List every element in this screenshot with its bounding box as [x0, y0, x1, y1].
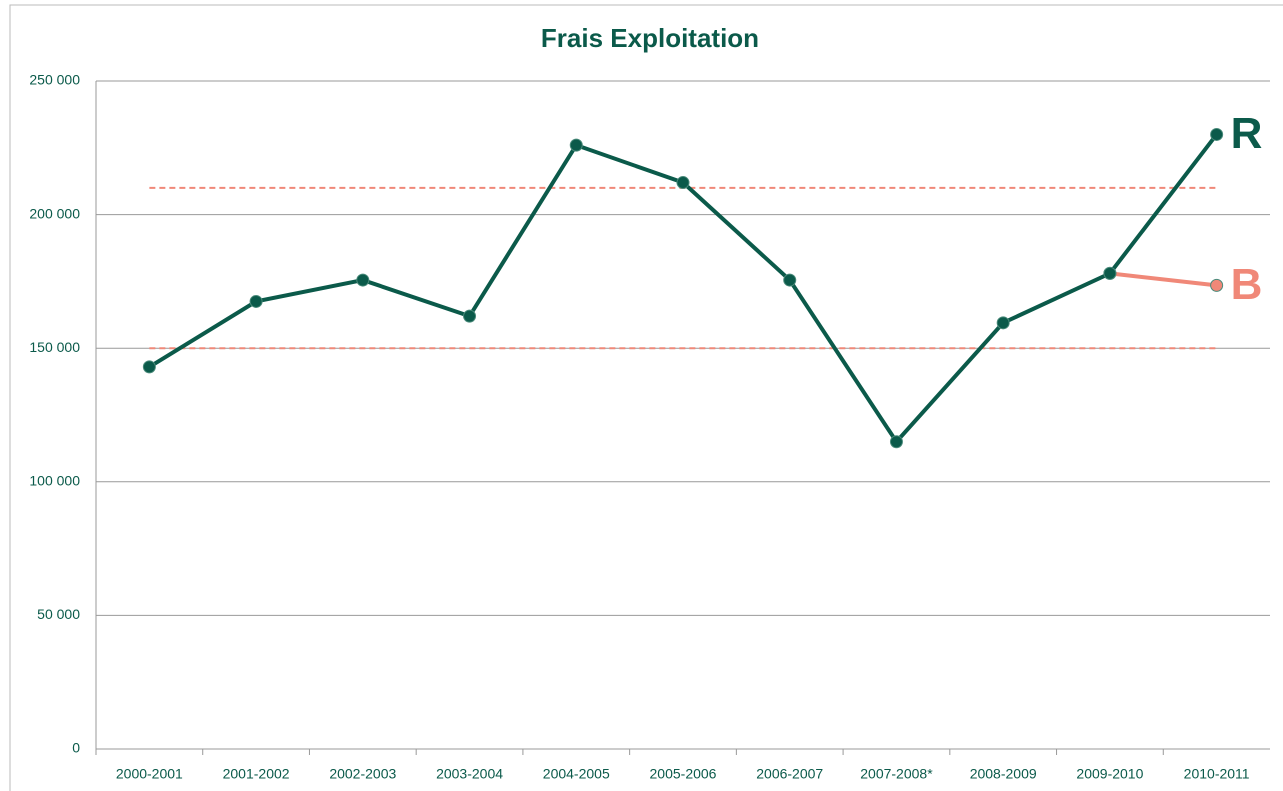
point	[1210, 127, 1224, 141]
point	[463, 309, 477, 323]
x-tick-label: 2000-2001	[116, 766, 183, 782]
series-line	[1109, 271, 1217, 288]
y-tick-label: 200 000	[29, 205, 80, 221]
point	[1103, 266, 1117, 280]
point	[142, 360, 156, 374]
point	[996, 316, 1010, 330]
point	[249, 294, 263, 308]
chart-frame	[9, 4, 1283, 791]
point	[1210, 278, 1224, 292]
x-tick-label: 2007-2008*	[860, 766, 933, 782]
x-tick-label: 2005-2006	[650, 766, 717, 782]
point	[569, 138, 583, 152]
point	[889, 435, 903, 449]
x-tick-label: 2001-2002	[223, 766, 290, 782]
y-tick-label: 0	[72, 740, 80, 756]
point	[676, 176, 690, 190]
x-tick-label: 2004-2005	[543, 766, 610, 782]
y-tick-label: 150 000	[29, 339, 80, 355]
chart-title: Frais Exploitation	[541, 23, 759, 53]
x-tick-label: 2006-2007	[756, 766, 823, 782]
series-label: B	[1231, 260, 1263, 309]
y-tick-label: 100 000	[29, 473, 80, 489]
x-tick-label: 2002-2003	[329, 766, 396, 782]
y-tick-label: 50 000	[37, 606, 80, 622]
point	[356, 273, 370, 287]
point	[783, 273, 797, 287]
x-tick-label: 2010-2011	[1184, 766, 1250, 782]
y-tick-label: 250 000	[29, 72, 80, 88]
x-tick-label: 2003-2004	[436, 766, 503, 782]
x-tick-label: 2009-2010	[1076, 766, 1143, 782]
series-label: R	[1231, 109, 1263, 158]
x-tick-label: 2008-2009	[970, 766, 1037, 782]
